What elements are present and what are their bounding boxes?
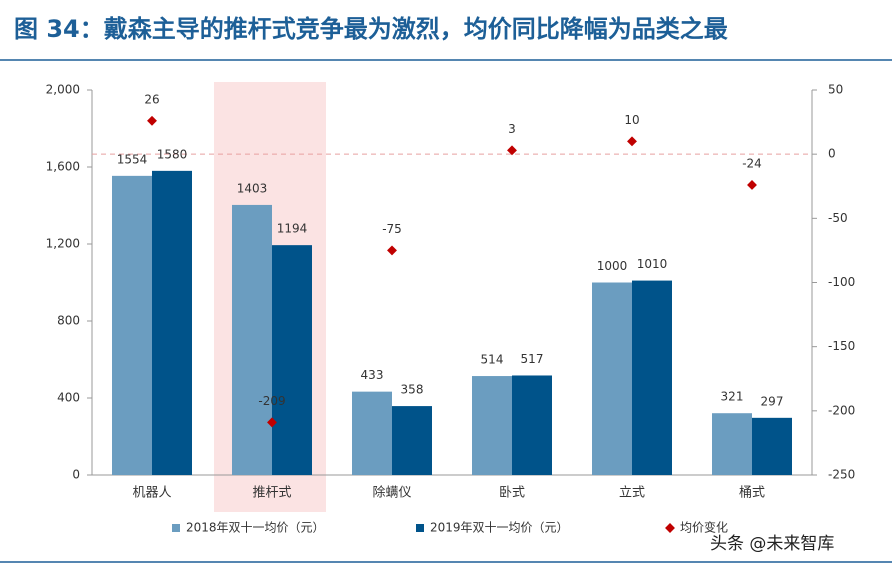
y-tick-label: 800 — [57, 314, 80, 328]
y2-tick-label: -150 — [828, 339, 855, 353]
data-label: 3 — [508, 122, 516, 136]
watermark: 头条 @未来智库 — [710, 534, 834, 554]
legend-label: 2019年双十一均价（元） — [430, 521, 569, 535]
data-label: 26 — [144, 92, 159, 106]
y2-tick-label: -50 — [828, 211, 848, 225]
data-label: -24 — [742, 156, 762, 170]
change-marker — [507, 145, 517, 156]
x-tick-label: 卧式 — [499, 486, 525, 501]
data-label: 1000 — [597, 259, 628, 273]
data-label: 1194 — [277, 222, 308, 236]
change-marker — [387, 245, 397, 256]
y-tick-label: 1,200 — [46, 237, 80, 251]
change-marker — [627, 136, 637, 147]
data-label: 10 — [624, 113, 639, 127]
bar — [392, 406, 432, 475]
bar — [152, 170, 192, 475]
data-label: 1010 — [637, 257, 668, 271]
bar — [112, 175, 152, 476]
y2-tick-label: 0 — [828, 147, 836, 161]
x-tick-label: 桶式 — [739, 486, 765, 501]
legend-marker — [416, 524, 424, 532]
data-label: 297 — [761, 394, 784, 408]
y-tick-label: 0 — [72, 468, 80, 482]
bar — [352, 391, 392, 475]
chart-title: 图 34：戴森主导的推杆式竞争最为激烈，均价同比降幅为品类之最 — [14, 15, 729, 43]
change-marker — [267, 417, 277, 428]
bar — [472, 376, 512, 475]
change-marker — [147, 115, 157, 126]
data-label: 358 — [401, 383, 424, 397]
y2-tick-label: 50 — [828, 83, 843, 97]
data-label: -75 — [382, 222, 402, 236]
legend-label: 2018年双十一均价（元） — [186, 521, 325, 535]
bar — [232, 204, 272, 476]
data-label: 321 — [721, 390, 744, 404]
data-label: 1403 — [237, 181, 268, 195]
y2-tick-label: -200 — [828, 403, 855, 417]
legend-marker — [172, 524, 180, 532]
data-label: 517 — [521, 352, 544, 366]
data-label: 1580 — [157, 147, 188, 161]
data-label: -209 — [258, 394, 285, 408]
x-tick-label: 除螨仪 — [372, 486, 411, 501]
bar — [632, 280, 672, 475]
data-label: 433 — [361, 368, 384, 382]
legend-marker — [665, 523, 675, 533]
y2-tick-label: -250 — [828, 468, 855, 482]
y2-tick-label: -100 — [828, 275, 855, 289]
y-tick-label: 400 — [57, 391, 80, 405]
x-tick-label: 推杆式 — [252, 486, 291, 501]
y-tick-label: 1,600 — [46, 160, 80, 174]
data-label: 1554 — [117, 152, 148, 166]
change-marker — [747, 180, 757, 190]
x-tick-label: 机器人 — [132, 486, 171, 501]
bar — [712, 413, 752, 475]
legend-label: 均价变化 — [680, 520, 728, 535]
data-label: 514 — [481, 353, 504, 367]
bar — [592, 282, 632, 475]
bar — [272, 245, 312, 475]
bar — [512, 375, 552, 475]
y-tick-label: 2,000 — [46, 83, 80, 97]
bar — [752, 417, 792, 475]
x-tick-label: 立式 — [619, 486, 645, 501]
